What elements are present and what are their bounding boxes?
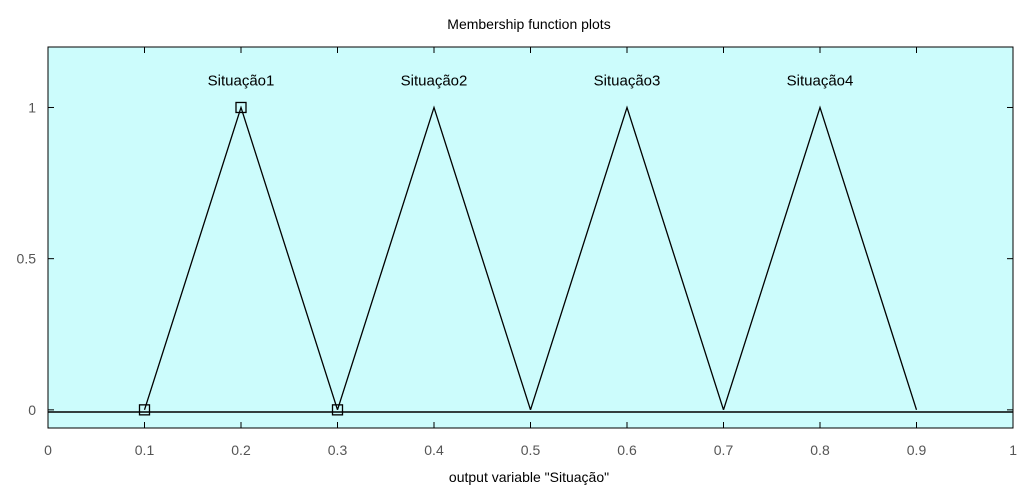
y-tick-label: 0.5 bbox=[17, 251, 37, 267]
x-tick-label: 0.7 bbox=[714, 442, 734, 458]
x-tick-label: 0.8 bbox=[810, 442, 830, 458]
membership-function-label: Situação4 bbox=[787, 72, 854, 89]
x-tick-label: 0.3 bbox=[328, 442, 348, 458]
x-tick-label: 0.1 bbox=[135, 442, 155, 458]
x-axis-label: output variable "Situação" bbox=[449, 469, 609, 485]
chart-title: Membership function plots bbox=[447, 16, 610, 32]
x-tick-label: 0.6 bbox=[617, 442, 637, 458]
membership-function-line[interactable] bbox=[336, 105, 532, 411]
x-tick-label: 1 bbox=[1009, 442, 1017, 458]
membership-function-line[interactable] bbox=[143, 105, 339, 411]
x-tick-label: 0.9 bbox=[907, 442, 927, 458]
membership-function-label: Situação1 bbox=[208, 72, 275, 89]
axis-tick-labels: 0 0.1 0.2 0.3 0.4 0.5 0.6 0.7 0.8 0.9 1 0 0.5 1 bbox=[17, 99, 1018, 458]
x-tick-label: 0.2 bbox=[231, 442, 251, 458]
vertex-handle-marker[interactable] bbox=[331, 404, 344, 416]
membership-function-labels: Situação1 Situação2 Situação3 Situação4 bbox=[208, 72, 854, 89]
y-tick-label: 0 bbox=[28, 402, 36, 418]
axis-ticks bbox=[47, 47, 1014, 428]
membership-function-label: Situação2 bbox=[401, 72, 468, 89]
y-tick-label: 1 bbox=[28, 99, 36, 115]
membership-function-lines bbox=[143, 105, 918, 411]
selected-function-markers bbox=[138, 101, 344, 416]
x-tick-label: 0.5 bbox=[521, 442, 541, 458]
x-tick-label: 0 bbox=[44, 442, 52, 458]
membership-function-line[interactable] bbox=[529, 105, 725, 411]
membership-function-line[interactable] bbox=[722, 105, 918, 411]
membership-function-label: Situação3 bbox=[594, 72, 661, 89]
vertex-handle-marker[interactable] bbox=[235, 101, 247, 114]
plot-area bbox=[47, 46, 1014, 429]
vertex-handle-marker[interactable] bbox=[138, 404, 151, 416]
x-tick-label: 0.4 bbox=[424, 442, 444, 458]
